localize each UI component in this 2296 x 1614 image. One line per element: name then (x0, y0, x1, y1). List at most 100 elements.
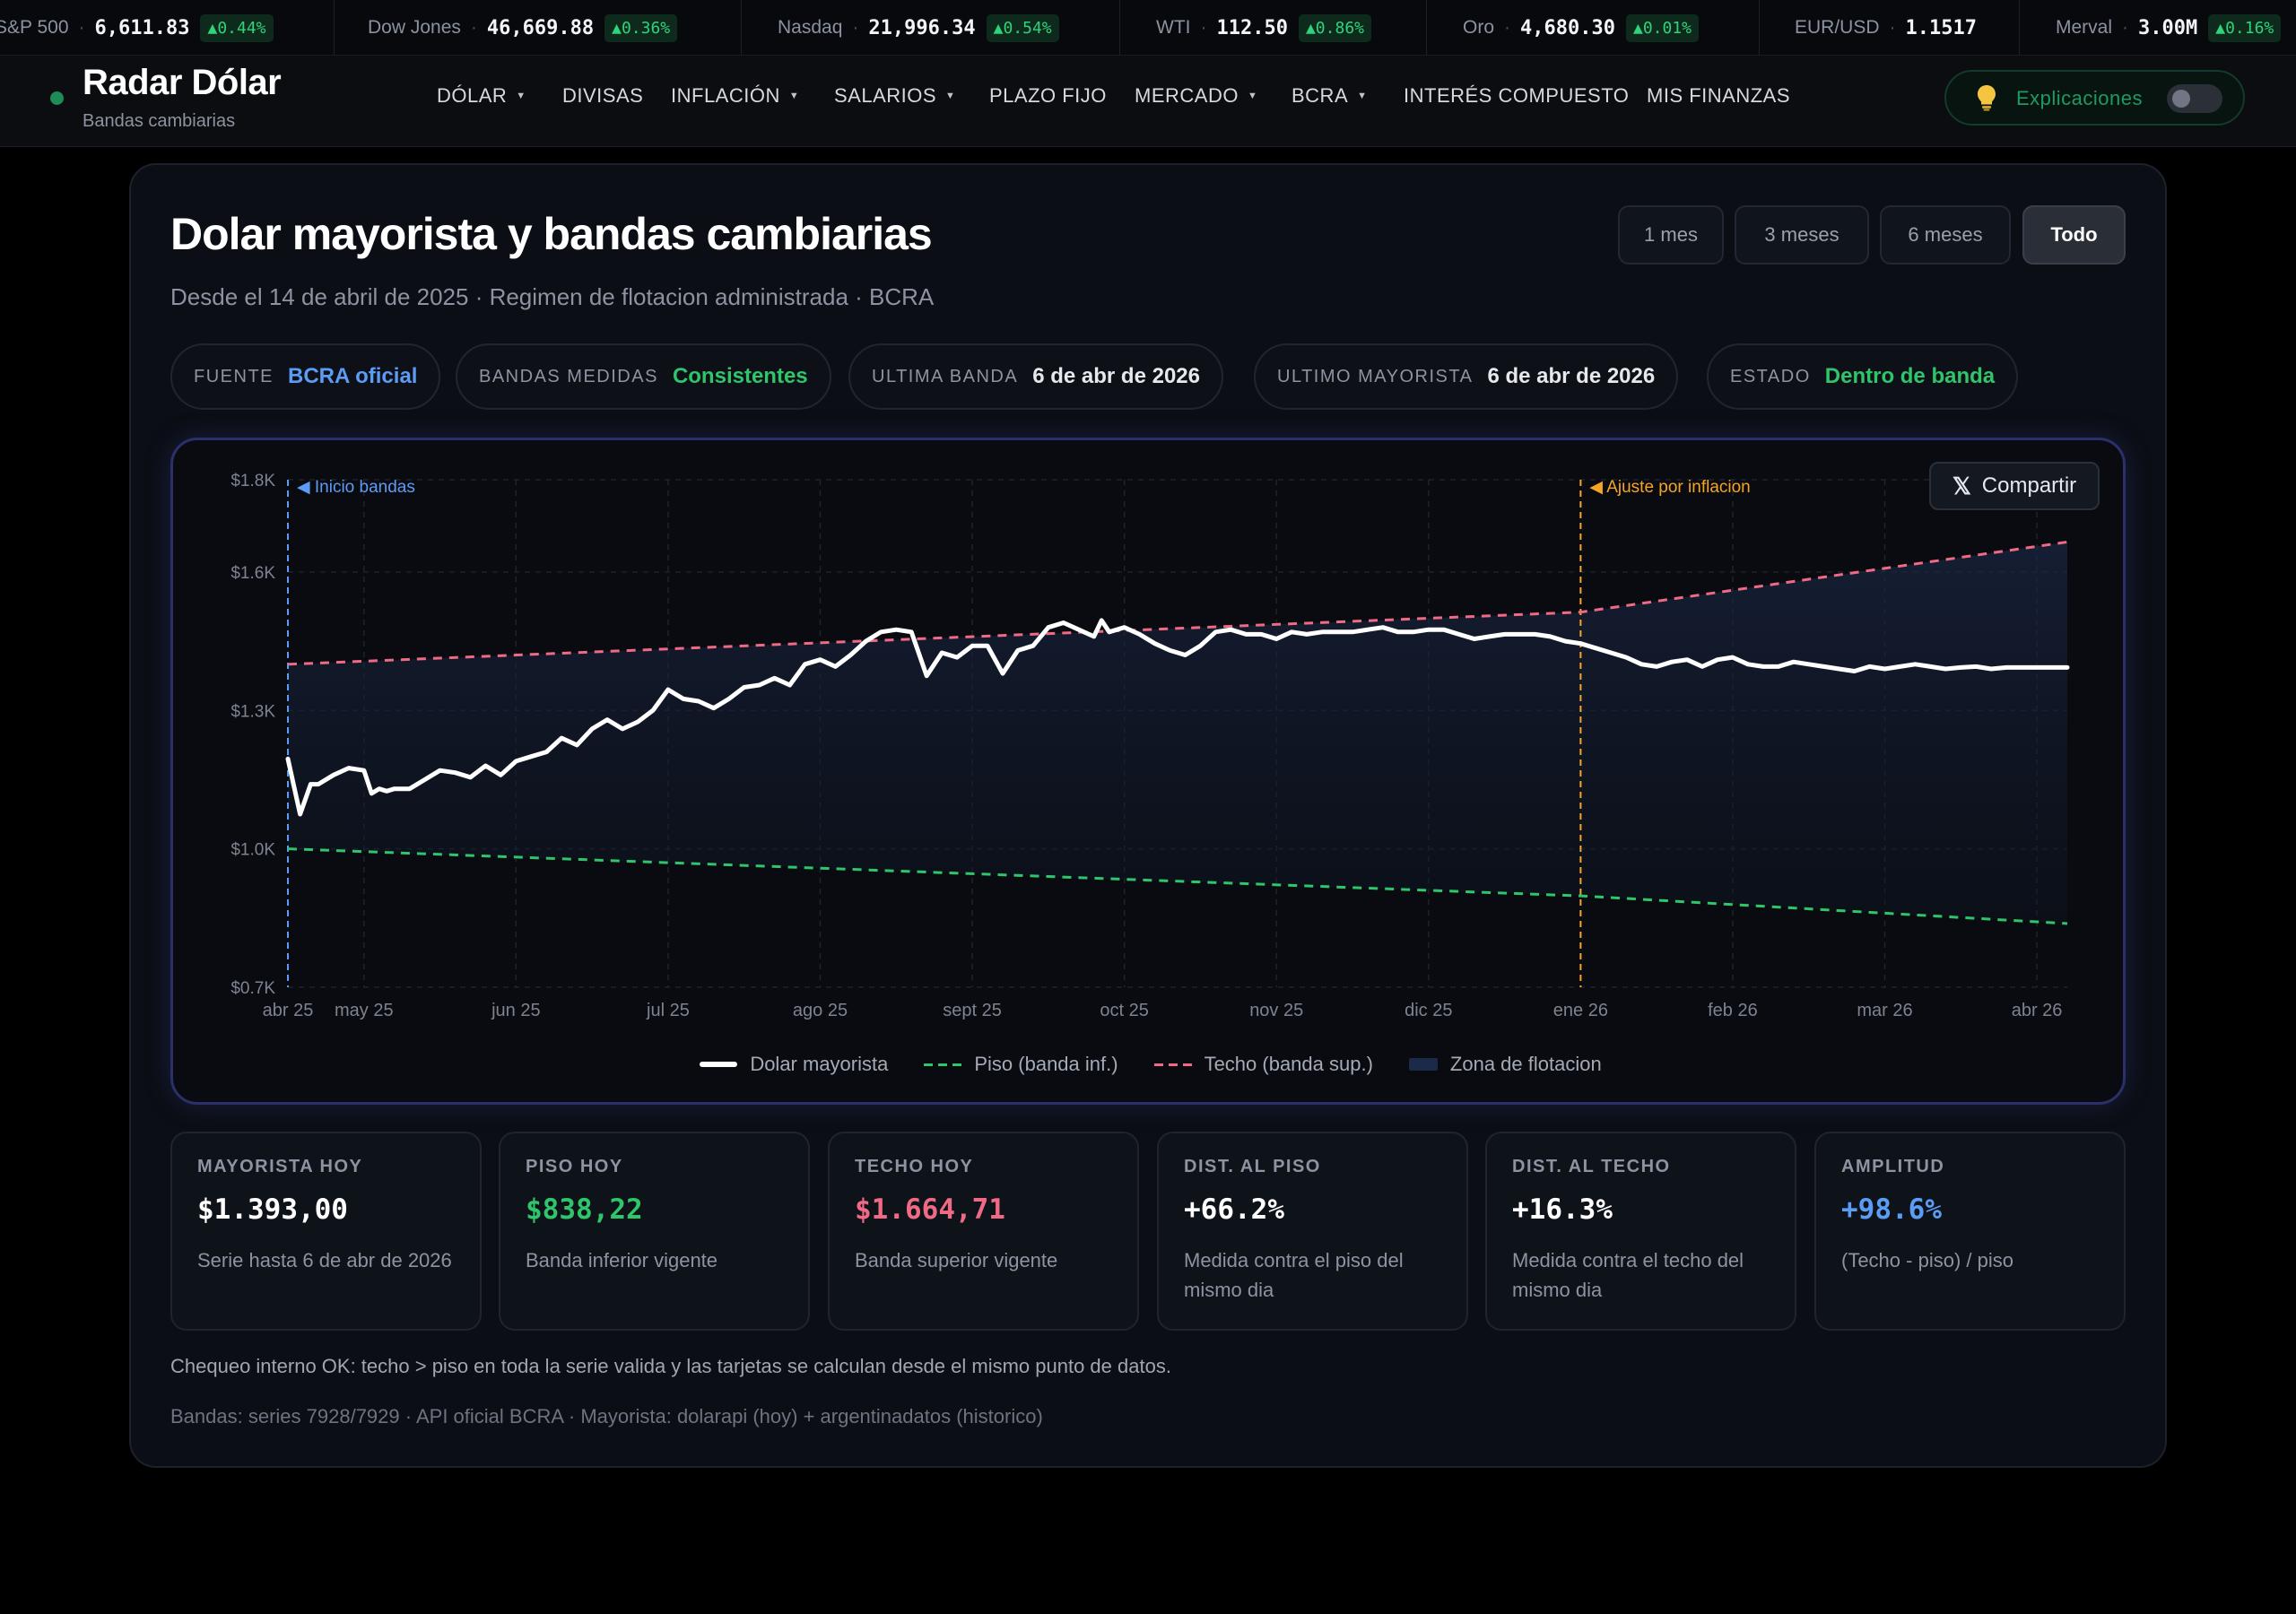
stat-value: +98.6% (1841, 1193, 1942, 1226)
stat-card-techo: TECHO HOY $1.664,71 Banda superior vigente (828, 1132, 1139, 1331)
top-navbar (0, 56, 2296, 147)
ticker-divider (1426, 0, 1427, 55)
ticker-change: ▲0.01% (1625, 13, 1700, 42)
nav-item-inflacion[interactable]: INFLACIÓN ▼ (671, 84, 799, 108)
legend-item[interactable]: Piso (banda inf.) (924, 1053, 1118, 1076)
ticker-change: ▲0.36% (604, 13, 678, 42)
stat-card-dist-techo: DIST. AL TECHO +16.3% Medida contra el tec… (1485, 1132, 1796, 1331)
y-tick-label: $1.8K (230, 472, 275, 490)
toggle-switch[interactable] (2167, 84, 2222, 113)
nav-label: BCRA (1292, 84, 1349, 107)
ticker-name: EUR/USD (1795, 17, 1880, 38)
caret-down-icon: ▼ (788, 91, 800, 101)
caret-down-icon: ▼ (1247, 91, 1258, 101)
stat-label: DIST. AL PISO (1184, 1157, 1321, 1176)
ticker-value: 46,669.88 (486, 16, 595, 39)
stat-card-piso: PISO HOY $838,22 Banda inferior vigente (499, 1132, 810, 1331)
nav-label: MERCADO (1135, 84, 1239, 107)
legend-item[interactable]: Techo (banda sup.) (1153, 1053, 1373, 1076)
share-button[interactable]: 𝕏 Compartir (1929, 462, 2100, 510)
stat-value: $838,22 (526, 1193, 643, 1226)
legend-item[interactable]: Dolar mayorista (700, 1053, 888, 1076)
nav-item-mis-finanzas[interactable]: MIS FINANZAS (1647, 84, 1790, 108)
legend-label: Zona de flotacion (1449, 1053, 1602, 1075)
nav-label: MIS FINANZAS (1647, 84, 1791, 107)
stat-card-amplitud: AMPLITUD +98.6% (Techo - piso) / piso (1814, 1132, 2126, 1331)
ticker-value: 21,996.34 (868, 16, 976, 39)
ticker-name: Nasdaq (778, 17, 843, 38)
pill-value: BCRA oficial (288, 364, 418, 388)
pill-ultimo-mayorista: ULTIMO MAYORISTA 6 de abr de 2026 (1254, 343, 1679, 410)
stat-description: Serie hasta 6 de abr de 2026 (197, 1249, 452, 1271)
internal-check-note: Chequeo interno OK: techo > piso en toda… (170, 1355, 1171, 1377)
legend-swatch (1408, 1058, 1438, 1071)
range-6-meses-button[interactable]: 6 meses (1880, 205, 2011, 265)
status-dot (50, 91, 64, 105)
ticker-change: ▲0.16% (2208, 13, 2282, 42)
caret-down-icon: ▼ (945, 91, 956, 101)
pill-value: Consistentes (672, 364, 808, 388)
pill-fuente: FUENTE BCRA oficial (170, 343, 441, 410)
legend-swatch (924, 1063, 962, 1066)
page-subtitle: Desde el 14 de abril de 2025 · Regimen d… (170, 283, 935, 310)
nav-item-interes-compuesto[interactable]: INTERÉS COMPUESTO (1404, 84, 1629, 108)
nav-label: INFLACIÓN (671, 84, 780, 107)
ticker-item[interactable]: Nasdaq · 21,996.34 ▲0.54% (778, 0, 1059, 55)
stat-label: AMPLITUD (1841, 1157, 1945, 1176)
x-tick-label: dic 25 (1405, 1001, 1452, 1020)
sources-note: Bandas: series 7928/7929 · API oficial B… (170, 1405, 1043, 1427)
pill-key: ULTIMA BANDA (872, 366, 1019, 386)
range-todo-button[interactable]: Todo (2022, 205, 2126, 265)
x-tick-label: abr 26 (2012, 1001, 2063, 1020)
nav-item-plazo-fijo[interactable]: PLAZO FIJO (989, 84, 1107, 108)
stat-value: +66.2% (1184, 1193, 1284, 1226)
mayorista-line (285, 618, 2070, 817)
ticker-item[interactable]: WTI · 112.50 ▲0.86% (1156, 0, 1371, 55)
floor-band-line (287, 847, 2068, 925)
range-3-meses-button[interactable]: 3 meses (1735, 205, 1869, 265)
pill-value: 6 de abr de 2026 (1487, 364, 1656, 388)
nav-item-bcra[interactable]: BCRA ▼ (1292, 84, 1368, 108)
stat-label: TECHO HOY (855, 1157, 974, 1176)
pill-ultima-banda: ULTIMA BANDA 6 de abr de 2026 (848, 343, 1223, 410)
stat-description: Banda inferior vigente (526, 1249, 718, 1271)
legend-item[interactable]: Zona de flotacion (1408, 1053, 1602, 1076)
ticker-item[interactable]: EUR/USD · 1.1517 (1795, 16, 1977, 39)
pill-bandas-medidas: BANDAS MEDIDAS Consistentes (456, 343, 831, 410)
annotation-label: ◀ Ajuste por inflacion (1589, 478, 1750, 497)
nav-label: PLAZO FIJO (989, 84, 1107, 107)
brand-title[interactable]: Radar Dólar (83, 63, 282, 102)
y-tick-label: $0.7K (230, 979, 275, 998)
x-tick-label: ago 25 (793, 1001, 848, 1020)
stat-label: PISO HOY (526, 1157, 623, 1176)
pill-key: ESTADO (1730, 366, 1811, 386)
nav-item-divisas[interactable]: DIVISAS (562, 84, 643, 108)
bands-chart: $1.8K $1.6K $1.3K $1.0K $0.7K abr 25 may 25 jun… (230, 472, 2070, 1020)
stat-description: Medida contra el techo del mismo dia (1512, 1249, 1744, 1301)
ticker-item[interactable]: Merval · 3.00M ▲0.16% (2056, 0, 2282, 55)
ticker-name: S&P 500 (0, 17, 69, 38)
stat-description: (Techo - piso) / piso (1841, 1249, 2013, 1271)
caret-down-icon: ▼ (1357, 91, 1368, 101)
ticker-divider (741, 0, 742, 55)
pill-key: ULTIMO MAYORISTA (1277, 366, 1474, 386)
explicaciones-toggle[interactable]: Explicaciones (1944, 70, 2245, 126)
y-tick-label: $1.0K (230, 841, 275, 860)
range-1-mes-button[interactable]: 1 mes (1618, 205, 1724, 265)
nav-item-dolar[interactable]: DÓLAR ▼ (437, 84, 526, 108)
nav-item-salarios[interactable]: SALARIOS ▼ (834, 84, 955, 108)
pill-key: BANDAS MEDIDAS (479, 366, 658, 386)
ticker-item[interactable]: Oro · 4,680.30 ▲0.01% (1463, 0, 1700, 55)
x-tick-label: jul 25 (646, 1001, 690, 1020)
ticker-change: ▲0.44% (200, 13, 274, 42)
ticker-value: 4,680.30 (1520, 16, 1615, 39)
x-tick-label: mar 26 (1857, 1001, 1912, 1020)
legend-swatch (700, 1062, 738, 1067)
nav-item-mercado[interactable]: MERCADO ▼ (1135, 84, 1257, 108)
ticker-item[interactable]: S&P 500 · 6,611.83 ▲0.44% (0, 0, 274, 55)
ticker-name: Dow Jones (368, 17, 461, 38)
x-tick-label: oct 25 (1100, 1001, 1148, 1020)
pill-value: 6 de abr de 2026 (1032, 364, 1200, 388)
ticker-item[interactable]: Dow Jones · 46,669.88 ▲0.36% (368, 0, 678, 55)
ticker-value: 6,611.83 (94, 16, 190, 39)
